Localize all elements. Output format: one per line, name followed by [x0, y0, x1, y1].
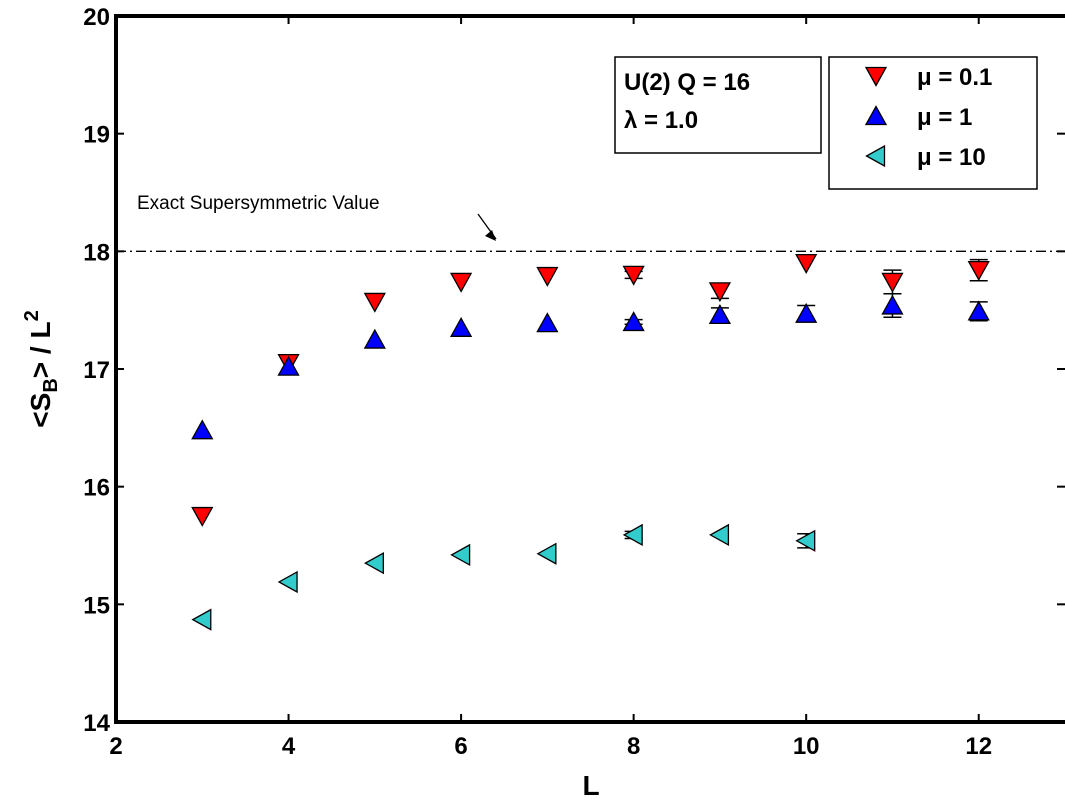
data-point-series-1 — [191, 419, 214, 440]
data-point-series-2 — [363, 552, 384, 575]
data-point-series-2 — [450, 543, 471, 567]
y-tick-label: 15 — [83, 592, 110, 619]
data-point-series-0 — [795, 253, 818, 274]
x-tick-label: 6 — [454, 733, 467, 760]
data-point-series-1 — [449, 316, 473, 337]
legend-label-0: μ = 0.1 — [917, 64, 992, 91]
annotation-arrow-head — [485, 230, 496, 241]
x-tick-label: 8 — [627, 733, 640, 760]
x-tick-label: 12 — [965, 733, 992, 760]
y-tick-label: 16 — [83, 475, 110, 502]
data-point-series-0 — [449, 272, 473, 293]
data-point-series-1 — [708, 304, 732, 325]
legend: μ = 0.1 μ = 1 μ = 10 — [828, 56, 1038, 190]
data-point-series-0 — [536, 266, 559, 287]
data-point-series-2 — [795, 529, 816, 552]
data-point-series-2 — [191, 608, 212, 631]
legend-marker-0 — [864, 66, 888, 87]
legend-label-2: μ = 10 — [917, 144, 986, 171]
data-point-series-1 — [967, 300, 990, 321]
x-tick-label: 10 — [793, 733, 820, 760]
data-point-series-0 — [708, 282, 732, 303]
x-tick-label: 2 — [109, 733, 122, 760]
x-axis-label: L — [582, 770, 599, 801]
y-tick-label: 20 — [83, 4, 110, 31]
y-tick-label: 18 — [83, 239, 110, 266]
y-tick-label: 19 — [83, 122, 110, 149]
data-points — [191, 253, 990, 631]
data-point-series-1 — [277, 355, 300, 376]
legend-marker-2 — [865, 144, 886, 168]
y-axis-label: <SB> / L2 — [21, 310, 62, 427]
info-box: U(2) Q = 16 λ = 1.0 — [614, 56, 822, 154]
data-point-series-0 — [363, 292, 386, 313]
data-point-series-2 — [536, 542, 557, 565]
data-point-series-0 — [191, 506, 214, 527]
axes: 2 4 6 8 10 12 14 15 16 17 18 19 20 — [83, 4, 1065, 760]
legend-marker-1 — [864, 105, 888, 126]
data-point-series-1 — [622, 311, 645, 332]
reference-annotation: Exact Supersymmetric Value — [137, 193, 497, 241]
data-point-series-0 — [622, 265, 645, 286]
data-point-series-1 — [795, 302, 818, 323]
data-point-series-0 — [967, 261, 990, 281]
x-tick-label: 4 — [282, 733, 296, 760]
y-tick-label: 14 — [83, 710, 110, 737]
y-tick-label: 17 — [83, 357, 110, 384]
info-box-line-1: U(2) Q = 16 — [624, 69, 750, 96]
data-point-series-2 — [622, 523, 643, 547]
info-box-line-2: λ = 1.0 — [624, 107, 698, 134]
data-point-series-1 — [536, 312, 559, 333]
data-point-series-0 — [881, 272, 904, 293]
data-point-series-1 — [881, 294, 904, 315]
legend-markers — [864, 66, 888, 168]
reference-line-label: Exact Supersymmetric Value — [137, 193, 380, 214]
data-point-series-1 — [363, 328, 386, 349]
data-point-series-2 — [277, 570, 298, 594]
legend-label-1: μ = 1 — [917, 104, 972, 131]
data-point-series-2 — [709, 523, 730, 547]
